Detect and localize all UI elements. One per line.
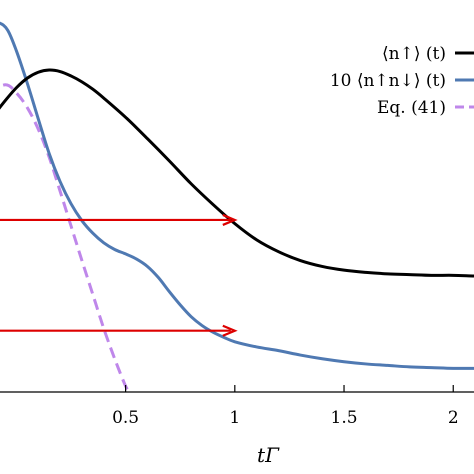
legend-entry-1: 10 ⟨n↑n↓⟩ (t)	[330, 71, 474, 91]
legend-label: 10 ⟨n↑n↓⟩ (t)	[330, 71, 446, 91]
x-axis-ticks: 0.5 1 1.5 2	[112, 385, 459, 428]
series-line-1	[0, 21, 474, 370]
legend: ⟨n↑⟩ (t) 10 ⟨n↑n↓⟩ (t) Eq. (41)	[330, 44, 474, 118]
series-layer	[0, 21, 474, 392]
arrow-1	[0, 324, 238, 337]
arrow-layer	[0, 213, 238, 337]
x-tick-label: 0.5	[112, 408, 139, 428]
series-line-2	[0, 83, 132, 392]
arrow-0	[0, 213, 238, 226]
x-tick-label: 2	[448, 408, 459, 428]
x-axis-label: tΓ	[257, 443, 280, 467]
series-line-0	[0, 68, 474, 278]
x-tick-label: 1.5	[331, 408, 358, 428]
legend-entry-0: ⟨n↑⟩ (t)	[382, 44, 474, 64]
legend-label: ⟨n↑⟩ (t)	[382, 44, 446, 64]
x-tick-label: 1	[229, 408, 240, 428]
legend-entry-2: Eq. (41)	[377, 98, 474, 118]
legend-label: Eq. (41)	[377, 98, 446, 118]
